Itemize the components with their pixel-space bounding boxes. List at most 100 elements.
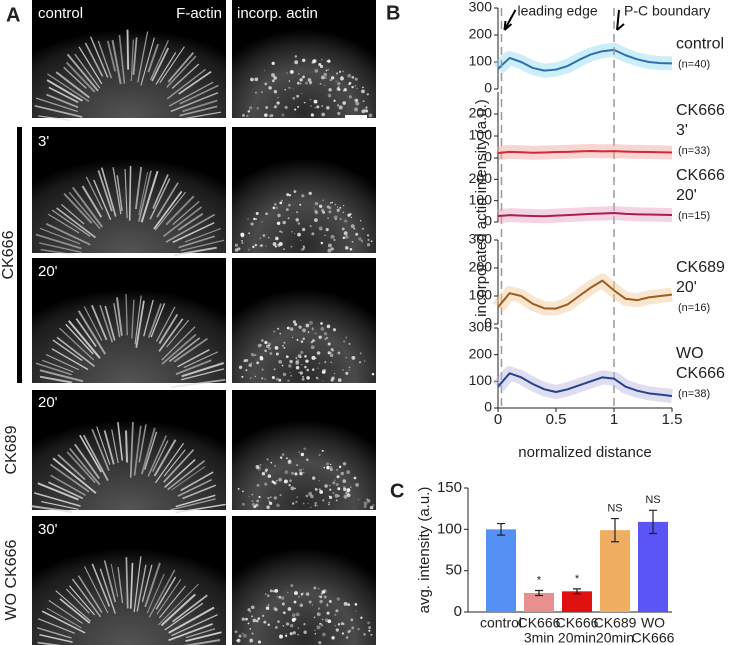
speckle: [264, 349, 267, 353]
x-tick-label: CK689: [594, 615, 637, 631]
speckle: [353, 476, 357, 480]
speckle: [287, 607, 292, 611]
mean-line: [497, 372, 673, 397]
significance: NS: [645, 494, 660, 506]
panel-label: C: [390, 480, 404, 502]
speckle: [330, 247, 334, 251]
fiber: [85, 176, 104, 211]
speckle: [350, 224, 355, 229]
series-label: 3': [676, 122, 688, 139]
fiber: [183, 639, 221, 645]
speckle: [279, 456, 283, 459]
speckle: [302, 245, 306, 249]
speckle: [297, 595, 301, 598]
speckle: [286, 193, 290, 197]
micrograph: [232, 516, 376, 645]
y-tick-label: 100: [469, 372, 493, 388]
speckle: [371, 372, 375, 376]
speckle: [322, 368, 327, 373]
y-tick-label: 300: [469, 0, 493, 15]
speckle: [293, 190, 297, 193]
speckle: [267, 594, 270, 598]
speckle: [263, 70, 266, 72]
fiber: [166, 55, 197, 88]
speckle: [370, 633, 373, 636]
y-tick-label: 50: [445, 562, 462, 579]
speckle: [307, 78, 312, 82]
fiber: [93, 179, 112, 220]
speckle: [342, 486, 346, 489]
fiber: [45, 223, 91, 246]
speckle: [249, 638, 254, 643]
speckle: [322, 379, 324, 382]
speckle: [320, 229, 322, 231]
bar: [600, 530, 630, 612]
fiber: [91, 304, 108, 341]
speckle: [294, 322, 298, 326]
speckle: [253, 355, 255, 357]
speckle: [243, 359, 247, 363]
fiber: [65, 323, 94, 355]
speckle: [285, 355, 289, 359]
image-label: F-actin: [176, 5, 222, 22]
speckle: [337, 81, 341, 86]
fiber: [36, 627, 72, 639]
speckle: [267, 342, 272, 346]
fiber: [162, 206, 203, 238]
fiber: [170, 91, 219, 113]
speckle: [279, 494, 282, 497]
fiber: [69, 447, 101, 486]
speckle: [293, 600, 297, 604]
speckle: [299, 603, 304, 608]
speckle: [361, 89, 365, 94]
speckle: [292, 631, 297, 635]
fiber: [45, 354, 80, 371]
fiber: [116, 175, 123, 212]
image-label: control: [38, 5, 83, 22]
speckle: [241, 375, 244, 378]
speckle: [242, 490, 244, 493]
fiber: [138, 170, 152, 222]
speckle: [320, 75, 325, 80]
speckle: [290, 486, 295, 491]
row-label: 20': [38, 263, 58, 280]
fiber: [77, 575, 103, 613]
speckle: [318, 453, 321, 457]
speckle: [325, 228, 329, 232]
fiber: [148, 569, 176, 618]
speckle: [302, 468, 305, 470]
speckle: [308, 191, 312, 196]
speckle: [363, 633, 366, 636]
fiber: [110, 563, 119, 598]
speckle: [342, 461, 347, 466]
speckle: [319, 82, 322, 85]
x-tick-label: CK666: [518, 615, 561, 631]
fiber: [39, 375, 73, 384]
speckle: [323, 466, 326, 469]
x-tick-label: WO: [641, 615, 665, 631]
speckle: [266, 458, 269, 461]
fiber: [157, 583, 199, 626]
speckle: [368, 626, 371, 629]
x-tick-label: CK666: [556, 615, 599, 631]
speckle: [326, 205, 330, 209]
bar: [524, 592, 554, 612]
fiber: [170, 498, 216, 511]
speckle: [279, 634, 284, 639]
speckle: [342, 479, 347, 483]
fiber: [174, 246, 217, 256]
speckle: [275, 377, 279, 381]
speckle: [322, 199, 324, 202]
fiber: [75, 318, 97, 347]
fiber: [160, 593, 196, 627]
speckle: [341, 227, 345, 231]
fiber: [41, 500, 79, 510]
fiber: [100, 167, 117, 217]
speckle: [275, 206, 278, 210]
speckle: [311, 232, 315, 236]
fiber: [68, 191, 101, 230]
speckle: [343, 494, 348, 499]
speckle: [301, 58, 306, 63]
speckle: [339, 70, 342, 73]
speckle: [273, 76, 277, 80]
